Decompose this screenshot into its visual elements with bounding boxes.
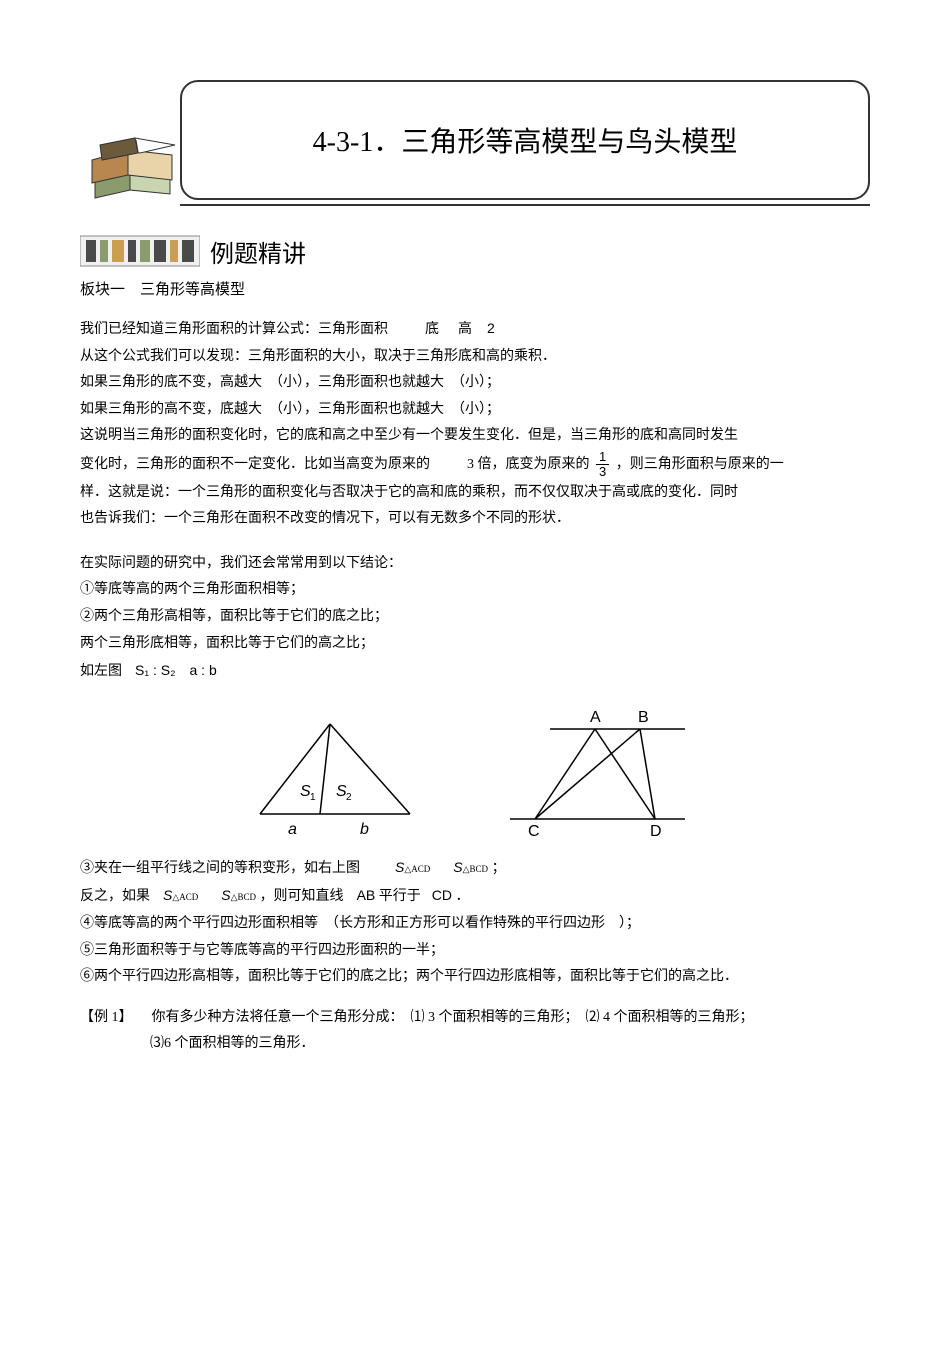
fraction-icon: 1 3 (596, 450, 609, 480)
c3b-ab: AB (357, 887, 376, 903)
diagrams-row: S 1 S 2 a b A B C D (80, 704, 870, 844)
c3b-sa: S (163, 887, 172, 903)
intro-p6c: ，则三角形面积与原来的一 (616, 457, 784, 472)
intro-p1b: 底 (425, 322, 439, 337)
diagram-right-parallel: A B C D (500, 704, 700, 844)
diagram-left-triangle: S 1 S 2 a b (250, 704, 420, 844)
svg-text:1: 1 (310, 792, 316, 803)
example-1-label: 【例 1】 (80, 1010, 133, 1025)
conclusion-3a: ③夹在一组平行线之间的等积变形，如右上图 (80, 861, 360, 876)
conclusion-5: ⑤三角形面积等于与它等底等高的平行四边形面积的一半； (80, 938, 870, 965)
conclusion-header: 在实际问题的研究中，我们还会常常用到以下结论： (80, 551, 870, 578)
intro-p1a: 我们已经知道三角形面积的计算公式：三角形面积 (80, 322, 388, 337)
c3-semi: ； (492, 861, 506, 876)
title-banner: 4-3-1．三角形等高模型与鸟头模型 (80, 80, 870, 200)
books-icon (80, 120, 200, 200)
example-banner-icon (80, 230, 200, 272)
conclusion-2c-a: 如左图 (80, 664, 122, 679)
subsection-title: 板块一 三角形等高模型 (80, 278, 870, 299)
svg-text:A: A (590, 709, 601, 726)
c3-sub-b: △BCD (463, 864, 488, 874)
conclusion-2: ②两个三角形高相等，面积比等于它们的底之比； (80, 604, 870, 631)
c3-sb: S (453, 859, 462, 875)
conclusion-1: ①等底等高的两个三角形面积相等； (80, 577, 870, 604)
intro-p6a: 变化时，三角形的面积不一定变化．比如当高变为原来的 (80, 457, 430, 472)
intro-p1d: 2 (487, 320, 495, 336)
frac-num: 1 (596, 450, 609, 465)
svg-text:a: a (288, 821, 297, 838)
c3b-b: ，则可知直线 (260, 889, 344, 904)
intro-p4: 如果三角形的高不变，底越大 （小），三角形面积也就越大 （小）； (80, 397, 870, 424)
c3b-cd: CD (432, 887, 452, 903)
example-1: 【例 1】 你有多少种方法将任意一个三角形分成： ⑴ 3 个面积相等的三角形； … (80, 1005, 870, 1058)
example-1-text-a: 你有多少种方法将任意一个三角形分成： ⑴ 3 个面积相等的三角形； ⑵ 4 个面… (152, 1010, 754, 1025)
intro-p2: 从这个公式我们可以发现：三角形面积的大小，取决于三角形底和高的乘积． (80, 344, 870, 371)
svg-text:b: b (360, 821, 369, 838)
conclusion-6: ⑥两个平行四边形高相等，面积比等于它们的底之比；两个平行四边形底相等，面积比等于… (80, 964, 870, 991)
section-header: 例题精讲 (80, 230, 870, 272)
section-title: 例题精讲 (210, 234, 306, 269)
svg-text:C: C (528, 823, 540, 840)
svg-text:D: D (650, 823, 662, 840)
svg-text:B: B (638, 709, 649, 726)
conclusion-2b: 两个三角形底相等，面积比等于它们的高之比； (80, 631, 870, 658)
c3b-sub-b: △BCD (231, 892, 256, 902)
c3b-c: 平行于 (379, 889, 421, 904)
intro-p8: 也告诉我们：一个三角形在面积不改变的情况下，可以有无数多个不同的形状． (80, 506, 870, 533)
example-1-text-b: ⑶6 个面积相等的三角形． (80, 1031, 870, 1058)
conclusion-2c-formula: S₁ : S₂ a : b (135, 662, 217, 678)
intro-p1c: 高 (458, 322, 472, 337)
c3b-a: 反之，如果 (80, 889, 150, 904)
intro-p6b: 3 倍，底变为原来的 (467, 457, 590, 472)
c3-sub-a: △ACD (404, 864, 430, 874)
intro-p5: 这说明当三角形的面积变化时，它的底和高之中至少有一个要发生变化．但是，当三角形的… (80, 423, 870, 450)
page-title: 4-3-1．三角形等高模型与鸟头模型 (313, 120, 738, 160)
conclusions-content: 在实际问题的研究中，我们还会常常用到以下结论： ①等底等高的两个三角形面积相等；… (80, 551, 870, 686)
svg-text:2: 2 (346, 792, 352, 803)
c3-sa: S (395, 859, 404, 875)
intro-p3: 如果三角形的底不变，高越大 （小），三角形面积也就越大 （小）； (80, 370, 870, 397)
frac-den: 3 (596, 465, 609, 479)
c3b-sub-a: △ACD (172, 892, 198, 902)
conclusions-content-2: ③夹在一组平行线之间的等积变形，如右上图 S△ACD S△BCD ； 反之，如果… (80, 854, 870, 991)
c3b-sb: S (221, 887, 230, 903)
c3b-d: ． (455, 889, 469, 904)
intro-p7: 样．这就是说：一个三角形的面积变化与否取决于它的高和底的乘积，而不仅仅取决于高或… (80, 480, 870, 507)
conclusion-4: ④等底等高的两个平行四边形面积相等 （长方形和正方形可以看作特殊的平行四边形 ）… (80, 911, 870, 938)
intro-content: 我们已经知道三角形面积的计算公式：三角形面积 底 高 2 从这个公式我们可以发现… (80, 315, 870, 533)
